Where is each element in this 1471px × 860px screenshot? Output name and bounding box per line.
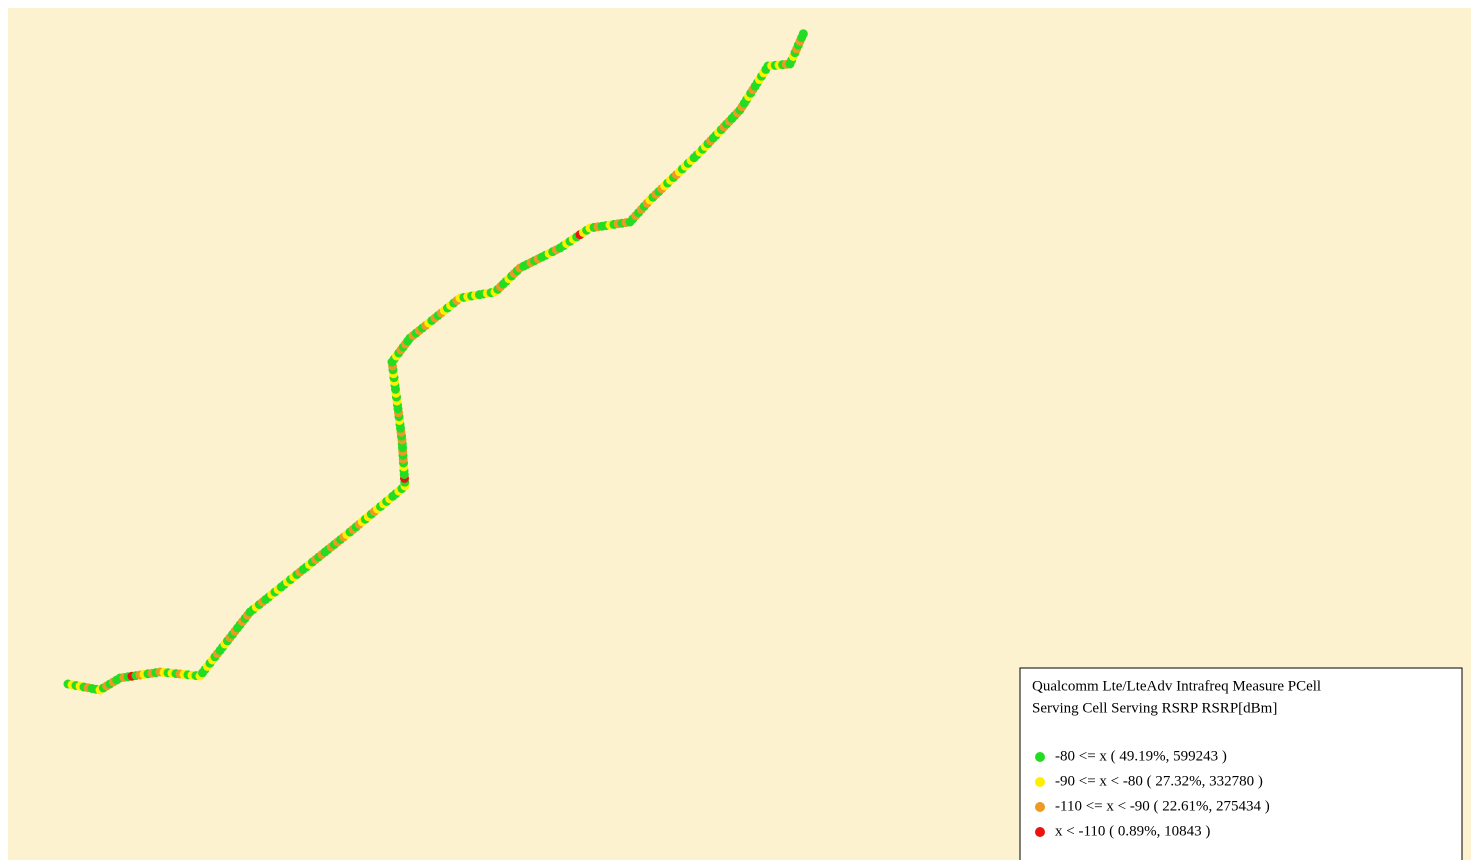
legend-swatch (1035, 827, 1045, 837)
legend-label: -90 <= x < -80 ( 27.32%, 332780 ) (1055, 773, 1263, 789)
legend-title: Serving Cell Serving RSRP RSRP[dBm] (1032, 700, 1277, 716)
legend-label: x < -110 ( 0.89%, 10843 ) (1055, 823, 1210, 839)
legend-title: Qualcomm Lte/LteAdv Intrafreq Measure PC… (1032, 678, 1321, 694)
route (63, 29, 808, 695)
legend-swatch (1035, 802, 1045, 812)
legend-entries: -80 <= x ( 49.19%, 599243 ) -90 <= x < -8… (1035, 748, 1270, 839)
legend-swatch (1035, 777, 1045, 787)
legend-box (1019, 667, 1463, 860)
legend-label: -80 <= x ( 49.19%, 599243 ) (1055, 748, 1227, 764)
route-point (798, 29, 808, 39)
legend-label: -110 <= x < -90 ( 22.61%, 275434 ) (1055, 798, 1270, 814)
legend-swatch (1035, 752, 1045, 762)
